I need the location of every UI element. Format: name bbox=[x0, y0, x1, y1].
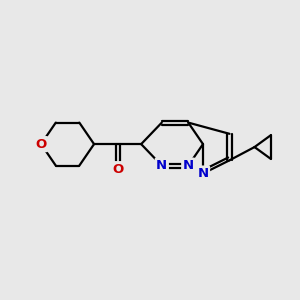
Text: O: O bbox=[35, 138, 47, 151]
Text: N: N bbox=[197, 167, 208, 180]
Text: O: O bbox=[112, 163, 123, 176]
Text: N: N bbox=[183, 159, 194, 172]
Text: N: N bbox=[156, 159, 167, 172]
